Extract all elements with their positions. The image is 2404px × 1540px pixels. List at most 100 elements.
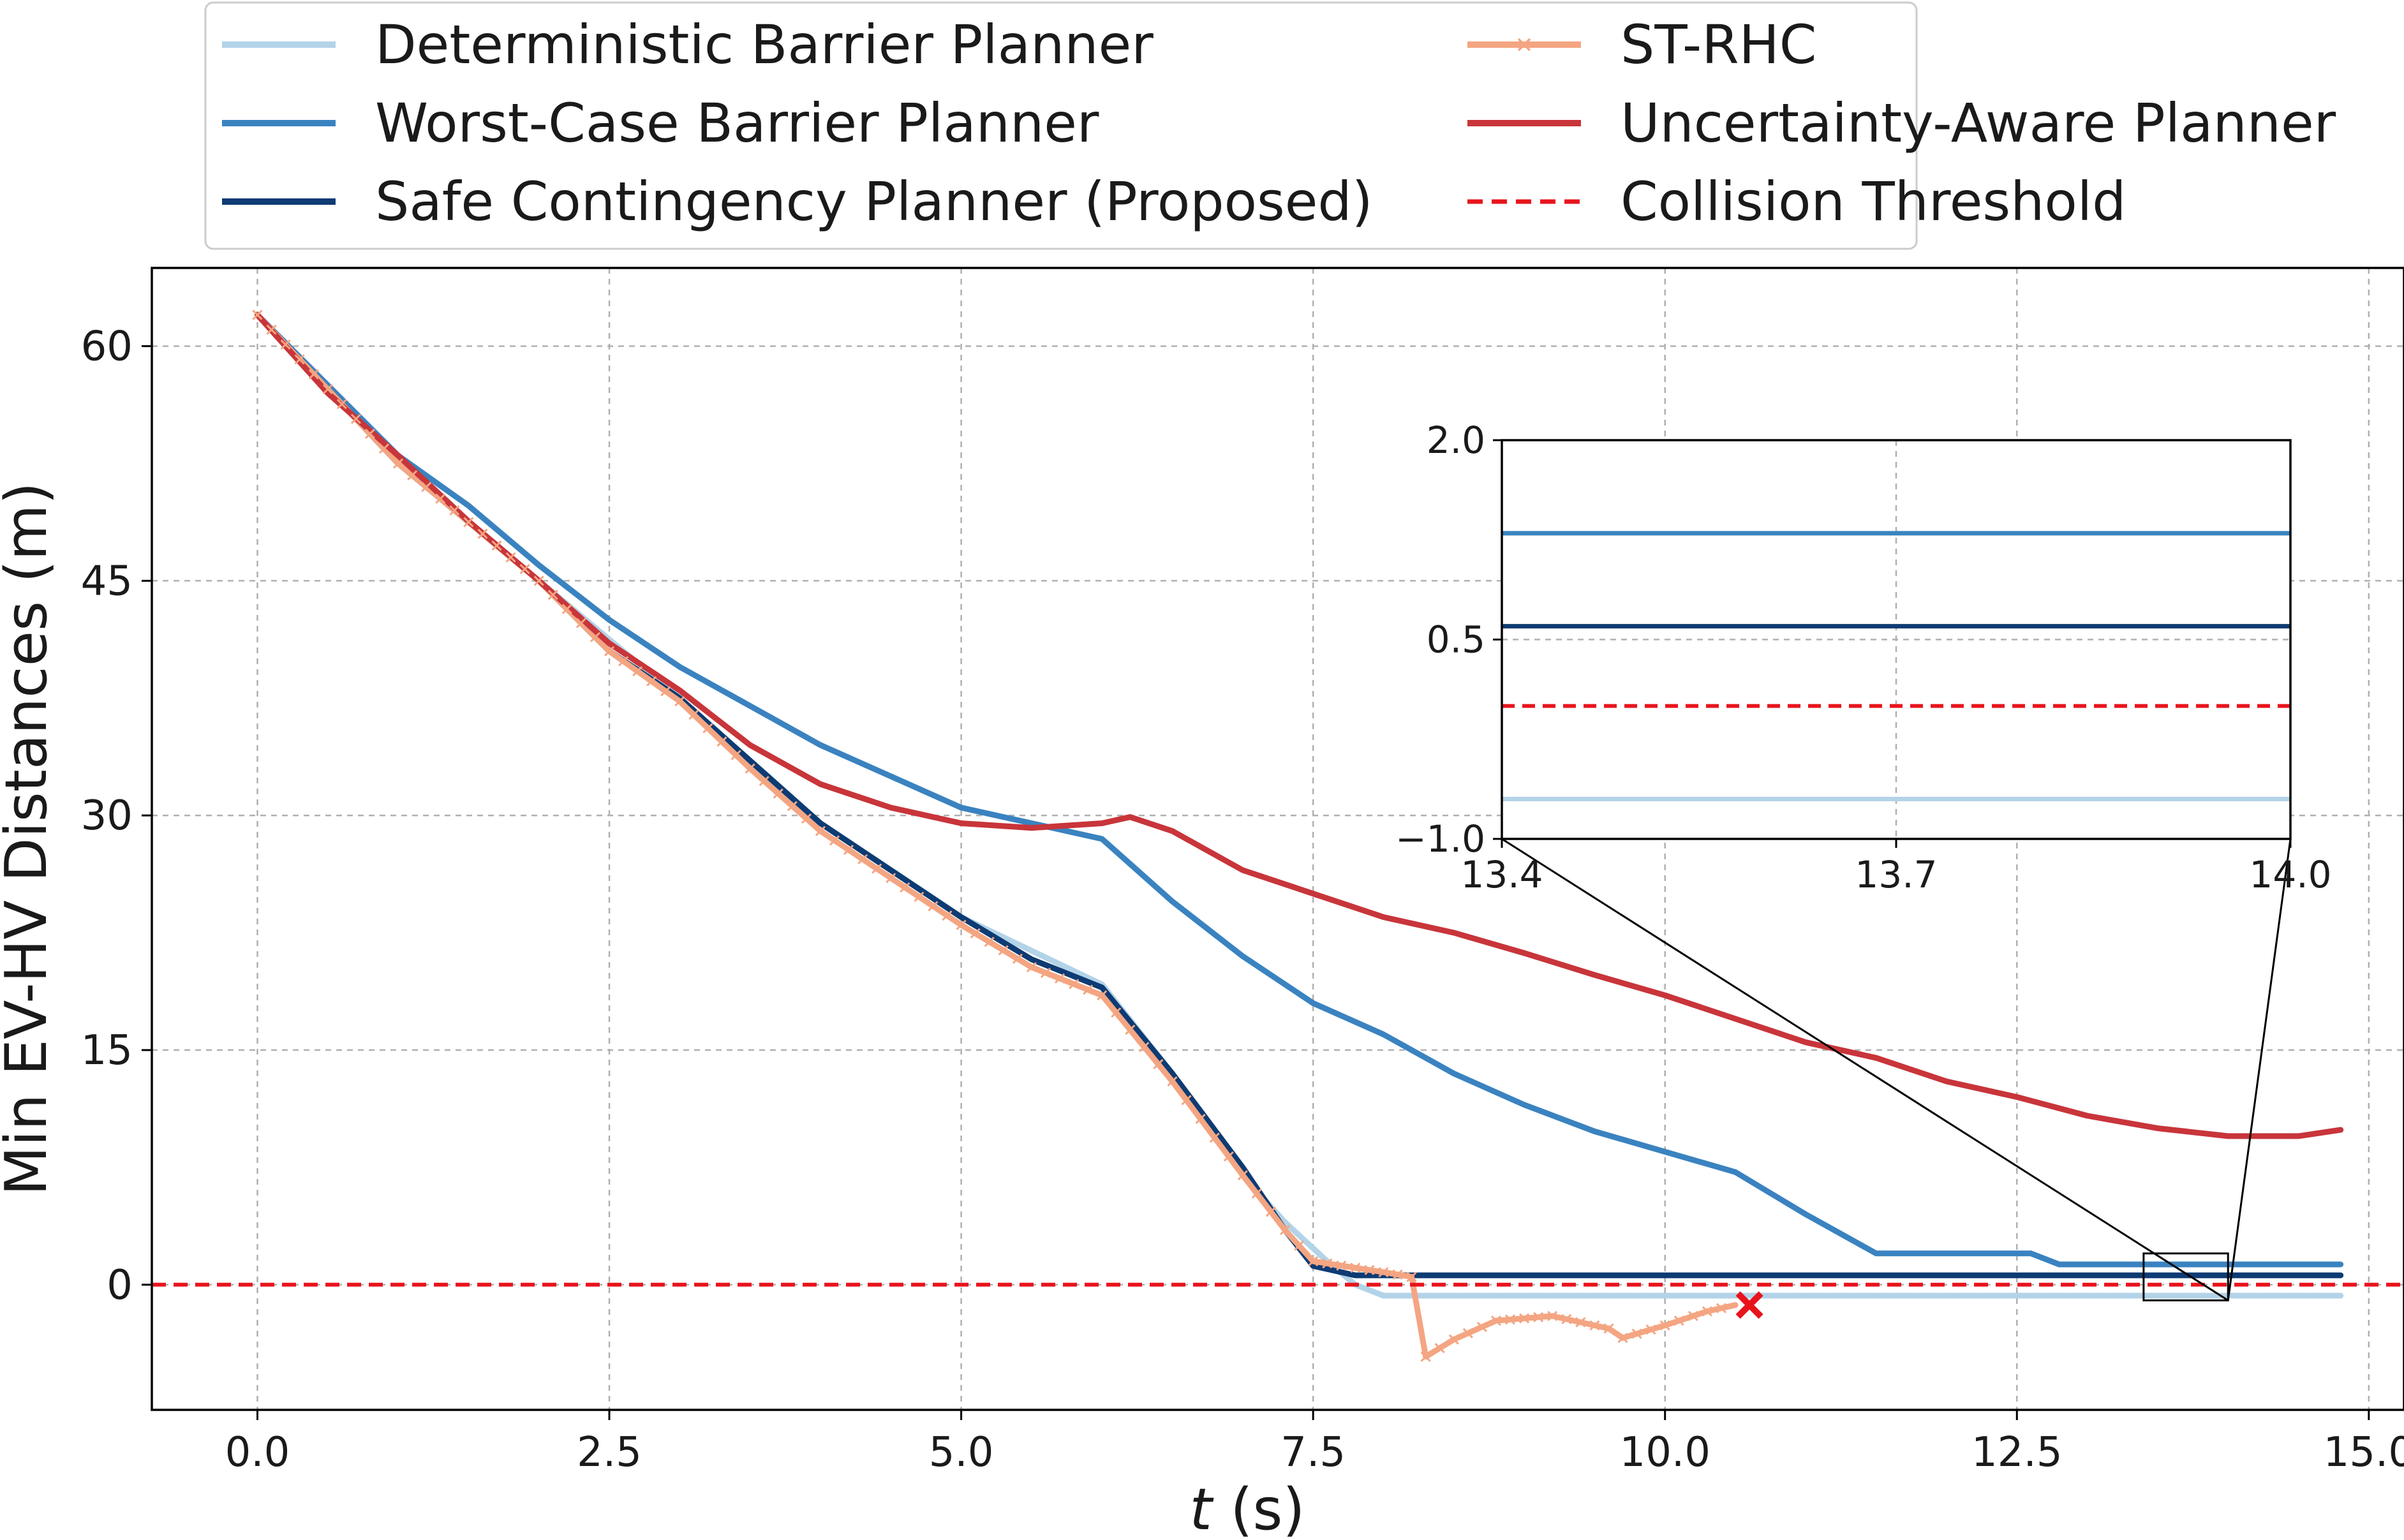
series-marker-st-rhc <box>1125 1025 1136 1035</box>
legend-label: Collision Threshold <box>1621 170 2126 233</box>
x-axis-label: t (s) <box>1189 1476 1305 1540</box>
series-marker-st-rhc <box>1448 1334 1459 1345</box>
series-marker-st-rhc <box>266 324 277 335</box>
series-marker-st-rhc <box>1083 984 1094 995</box>
series-marker-st-rhc <box>1012 953 1023 964</box>
series-marker-st-rhc <box>1702 1306 1712 1317</box>
x-tick-label: 12.5 <box>1971 1429 2063 1476</box>
collision-marker <box>1735 1291 1763 1319</box>
series-marker-st-rhc <box>829 835 840 846</box>
series-marker-st-rhc <box>421 482 432 492</box>
series-marker-st-rhc <box>294 354 305 365</box>
inset-x-tick-label: 14.0 <box>2249 853 2331 896</box>
series-marker-st-rhc <box>1575 1317 1586 1328</box>
legend-marker <box>1517 38 1531 52</box>
zoom-connector-left <box>1501 838 2229 1301</box>
series-marker-st-rhc <box>1097 990 1108 1001</box>
series-marker-st-rhc <box>547 589 558 600</box>
series-marker-st-rhc <box>435 493 446 504</box>
x-tick-label: 10.0 <box>1619 1429 1710 1476</box>
series-marker-st-rhc <box>350 413 361 424</box>
series-marker-st-rhc <box>998 945 1009 956</box>
series-marker-st-rhc <box>1026 962 1037 973</box>
inset-y-tick-label: 0.5 <box>1427 618 1485 662</box>
series-marker-st-rhc <box>280 339 291 350</box>
inset-y-tick-label: −1.0 <box>1395 817 1485 861</box>
series-marker-st-rhc <box>702 723 713 734</box>
series-marker-st-rhc <box>1462 1328 1473 1338</box>
series-marker-st-rhc <box>1279 1224 1291 1236</box>
main-frame <box>151 267 2404 1411</box>
series-marker-st-rhc <box>843 845 854 855</box>
series-marker-st-rhc <box>1139 1042 1150 1053</box>
series-marker-st-rhc <box>308 369 319 380</box>
series-marker-st-rhc <box>1673 1315 1684 1326</box>
series-marker-st-rhc <box>393 458 404 469</box>
series-marker-st-rhc <box>1181 1095 1192 1106</box>
series-marker-st-rhc <box>1617 1333 1628 1344</box>
x-tick-label: 2.5 <box>577 1429 642 1476</box>
series-marker-st-rhc <box>984 937 995 947</box>
series-marker-st-rhc <box>1476 1321 1487 1333</box>
series-marker-st-rhc <box>407 470 418 480</box>
legend-label: Deterministic Barrier Planner <box>375 13 1154 76</box>
series-marker-st-rhc <box>632 666 643 677</box>
series-marker-st-rhc <box>759 776 769 787</box>
series-marker-st-rhc <box>942 910 953 921</box>
series-marker-st-rhc <box>364 428 376 439</box>
series-marker-st-rhc <box>1547 1310 1558 1321</box>
series-marker-st-rhc <box>618 656 629 667</box>
legend-item-safe-contingency-planner-proposed: Safe Contingency Planner (Proposed) <box>222 170 1373 233</box>
x-axis-label-var: t <box>1189 1476 1214 1540</box>
zoom-region-box <box>2142 1252 2229 1301</box>
series-marker-st-rhc <box>787 801 798 811</box>
series-marker-st-rhc <box>1265 1206 1277 1217</box>
main-markers <box>252 309 1763 1362</box>
series-marker-st-rhc <box>886 873 896 884</box>
x-tick-label: 7.5 <box>1280 1429 1346 1476</box>
main-ticks: 0.0 2.5 5.0 7.5 10.0 12.5 15.0 0 15 30 45 60 <box>81 323 2404 1476</box>
series-marker-st-rhc <box>1209 1132 1220 1143</box>
inset-series <box>1502 531 2290 801</box>
x-axis-label-unit: (s) <box>1230 1476 1305 1540</box>
x-tick-label: 0.0 <box>225 1429 290 1476</box>
series-marker-st-rhc <box>1069 979 1080 989</box>
y-tick-label: 60 <box>81 323 133 371</box>
legend-item-deterministic-barrier-planner: Deterministic Barrier Planner <box>222 13 1154 76</box>
series-marker-st-rhc <box>1054 973 1065 984</box>
series-marker-st-rhc <box>505 552 516 563</box>
series-marker-st-rhc <box>1603 1323 1614 1334</box>
series-marker-st-rhc <box>1504 1314 1516 1325</box>
series-marker-st-rhc <box>1308 1255 1319 1267</box>
series-marker-st-rhc <box>1420 1351 1431 1362</box>
series-marker-st-rhc <box>970 928 981 939</box>
series-marker-st-rhc <box>1406 1271 1417 1282</box>
series-marker-st-rhc <box>1195 1113 1206 1124</box>
legend-item-collision-threshold: Collision Threshold <box>1467 170 2126 233</box>
series-marker-st-rhc <box>1223 1151 1234 1162</box>
series-marker-st-rhc <box>1040 967 1051 978</box>
x-tick-label: 15.0 <box>2324 1429 2404 1476</box>
inset-x-tick-label: 13.4 <box>1460 853 1543 896</box>
series-marker-st-rhc <box>1322 1258 1333 1269</box>
series-marker-st-rhc <box>1111 1007 1122 1018</box>
series-marker-st-rhc <box>1659 1320 1670 1331</box>
legend-item-uncertainty-aware-planner: Uncertainty-Aware Planner <box>1467 92 2336 154</box>
series-marker-st-rhc <box>463 517 474 528</box>
legend-label: ST-RHC <box>1621 13 1816 76</box>
legend-items: Deterministic Barrier Planner Worst-Case … <box>222 13 2336 233</box>
y-tick-label: 30 <box>81 792 133 840</box>
series-marker-st-rhc <box>1716 1303 1727 1314</box>
series-line-uncertainty-aware-planner <box>255 312 2344 1139</box>
legend-label: Uncertainty-Aware Planner <box>1621 92 2336 154</box>
series-marker-st-rhc <box>1645 1324 1656 1335</box>
series-marker-st-rhc <box>322 383 333 395</box>
inset-x-tick-label: 13.7 <box>1855 853 1937 896</box>
y-axis-label: Min EV-HV Distances (m) <box>0 482 60 1196</box>
series-marker-st-rhc <box>519 563 530 575</box>
series-marker-st-rhc <box>716 736 727 747</box>
series-marker-st-rhc <box>1153 1059 1164 1070</box>
series-marker-st-rhc <box>801 813 812 824</box>
series-marker-st-rhc <box>872 863 882 874</box>
series-marker-st-rhc <box>1237 1170 1248 1181</box>
